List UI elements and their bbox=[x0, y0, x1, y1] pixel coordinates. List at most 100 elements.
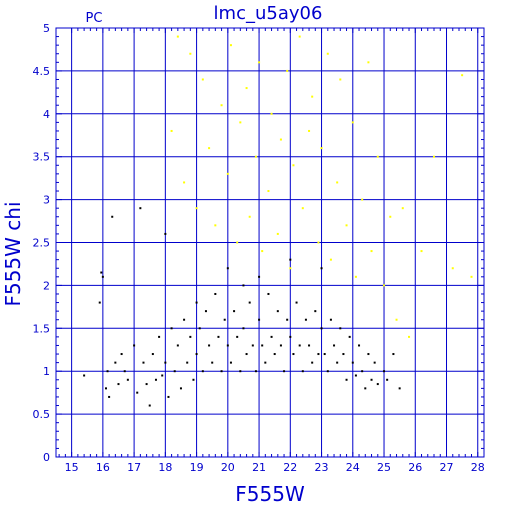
data-point bbox=[286, 69, 289, 72]
data-point bbox=[251, 344, 254, 347]
data-point bbox=[164, 361, 167, 364]
data-point bbox=[301, 370, 304, 373]
data-point bbox=[223, 318, 226, 321]
data-point bbox=[220, 370, 223, 373]
data-point bbox=[311, 95, 314, 98]
data-point bbox=[361, 198, 364, 201]
data-point bbox=[336, 361, 339, 364]
data-point bbox=[208, 344, 211, 347]
data-point bbox=[339, 78, 342, 81]
data-point bbox=[398, 387, 401, 390]
data-point bbox=[226, 344, 229, 347]
data-point bbox=[101, 275, 104, 278]
x-tick-label: 24 bbox=[346, 461, 360, 474]
y-tick-label: 3.5 bbox=[33, 151, 51, 164]
data-point bbox=[254, 155, 257, 158]
data-point bbox=[233, 310, 236, 313]
data-point bbox=[298, 35, 301, 38]
data-point bbox=[317, 353, 320, 356]
data-point bbox=[189, 52, 192, 55]
data-point bbox=[117, 383, 120, 386]
data-point bbox=[433, 155, 436, 158]
data-point bbox=[345, 378, 348, 381]
data-point bbox=[151, 353, 154, 356]
data-point bbox=[189, 335, 192, 338]
corner-label: PC bbox=[86, 11, 103, 26]
x-tick-label: 19 bbox=[190, 461, 204, 474]
data-point bbox=[289, 267, 292, 270]
data-point bbox=[183, 181, 186, 184]
data-point bbox=[242, 284, 245, 287]
data-point bbox=[114, 361, 117, 364]
data-point bbox=[342, 353, 345, 356]
y-tick-label: 0.5 bbox=[33, 408, 51, 421]
data-point bbox=[245, 87, 248, 90]
data-point bbox=[267, 292, 270, 295]
data-point bbox=[261, 250, 264, 253]
data-point bbox=[292, 164, 295, 167]
y-tick-label: 2 bbox=[43, 279, 50, 292]
data-point bbox=[339, 327, 342, 330]
data-point bbox=[270, 335, 273, 338]
data-point bbox=[170, 327, 173, 330]
data-point bbox=[123, 370, 126, 373]
y-tick-label: 4.5 bbox=[33, 65, 51, 78]
data-point bbox=[120, 353, 123, 356]
data-point bbox=[148, 404, 151, 407]
data-point bbox=[183, 318, 186, 321]
data-point bbox=[245, 353, 248, 356]
data-point bbox=[258, 275, 261, 278]
data-point bbox=[301, 207, 304, 210]
data-point bbox=[220, 104, 223, 107]
data-point bbox=[326, 52, 329, 55]
data-point bbox=[373, 361, 376, 364]
data-point bbox=[461, 74, 464, 77]
data-point bbox=[279, 344, 282, 347]
data-point bbox=[264, 361, 267, 364]
data-point bbox=[173, 370, 176, 373]
data-point bbox=[408, 335, 411, 338]
data-point bbox=[370, 378, 373, 381]
data-point bbox=[289, 258, 292, 261]
y-tick-label: 1.5 bbox=[33, 322, 51, 335]
x-tick-label: 26 bbox=[408, 461, 422, 474]
y-tick-label: 0 bbox=[43, 451, 50, 464]
tick-labels: 15 16 17 18 19 20 21 22 23 24 25 26 27 28 0 0.5 1 1.5 2 2.5… bbox=[33, 22, 485, 474]
data-point bbox=[308, 129, 311, 132]
data-point bbox=[329, 258, 332, 261]
data-point bbox=[239, 121, 242, 124]
data-point bbox=[367, 61, 370, 64]
data-point bbox=[289, 335, 292, 338]
x-tick-label: 18 bbox=[158, 461, 172, 474]
y-axis-label: F555W chi bbox=[1, 201, 25, 306]
data-point bbox=[126, 378, 129, 381]
data-point bbox=[248, 301, 251, 304]
data-point bbox=[229, 44, 232, 47]
data-point bbox=[136, 391, 139, 394]
data-point bbox=[270, 112, 273, 115]
data-point bbox=[389, 215, 392, 218]
x-tick-label: 22 bbox=[283, 461, 297, 474]
data-point bbox=[348, 335, 351, 338]
data-point bbox=[104, 387, 107, 390]
data-point bbox=[254, 370, 257, 373]
data-point bbox=[158, 335, 161, 338]
x-tick-label: 20 bbox=[221, 461, 235, 474]
data-point bbox=[139, 207, 142, 210]
data-point bbox=[211, 361, 214, 364]
data-point bbox=[320, 147, 323, 150]
x-tick-label: 27 bbox=[440, 461, 454, 474]
data-point bbox=[248, 215, 251, 218]
data-point bbox=[376, 155, 379, 158]
data-point bbox=[83, 374, 86, 377]
data-point bbox=[358, 344, 361, 347]
x-tick-label: 25 bbox=[377, 461, 391, 474]
data-point bbox=[351, 121, 354, 124]
data-point bbox=[108, 395, 111, 398]
data-point bbox=[470, 275, 473, 278]
x-tick-label: 15 bbox=[65, 461, 79, 474]
data-point bbox=[214, 224, 217, 227]
x-tick-label: 17 bbox=[127, 461, 141, 474]
data-point bbox=[354, 275, 357, 278]
